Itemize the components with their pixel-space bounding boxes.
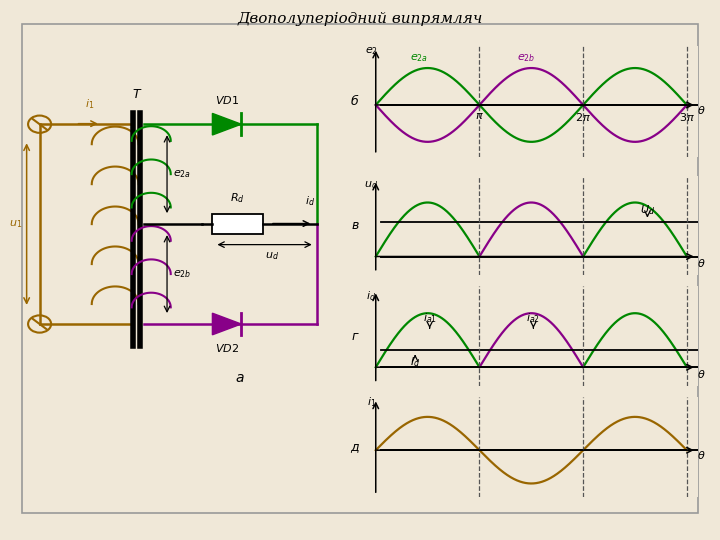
- Text: $2\pi$: $2\pi$: [575, 111, 591, 123]
- Text: $u_d$: $u_d$: [265, 251, 279, 262]
- Text: $e_2$: $e_2$: [365, 45, 378, 57]
- Text: $e_{2b}$: $e_{2b}$: [173, 268, 191, 280]
- Text: Двополуперіодний випрямляч: Двополуперіодний випрямляч: [238, 12, 482, 26]
- Polygon shape: [212, 113, 241, 135]
- Text: $\theta$: $\theta$: [698, 449, 706, 461]
- Text: $a$: $a$: [235, 371, 244, 385]
- Text: $VD1$: $VD1$: [215, 94, 239, 106]
- Text: $U_d$: $U_d$: [640, 204, 655, 217]
- Text: $\theta$: $\theta$: [698, 257, 706, 269]
- Text: $\theta$: $\theta$: [698, 104, 706, 117]
- Text: $e_{2a}$: $e_{2a}$: [173, 168, 191, 180]
- Text: $e_{2a}$: $e_{2a}$: [410, 52, 428, 64]
- Text: $u_d$: $u_d$: [364, 179, 379, 191]
- Text: $i_1$: $i_1$: [86, 97, 94, 111]
- Text: $T$: $T$: [132, 88, 142, 101]
- Text: $3\pi$: $3\pi$: [679, 111, 695, 123]
- Bar: [212, 214, 263, 234]
- Text: $i_{a1}$: $i_{a1}$: [423, 311, 437, 325]
- Text: в: в: [351, 219, 359, 232]
- Text: $e_{2b}$: $e_{2b}$: [517, 52, 535, 64]
- Text: г: г: [351, 329, 359, 343]
- Text: $u_1$: $u_1$: [9, 218, 22, 230]
- Polygon shape: [212, 313, 241, 335]
- Text: $i_{a2}$: $i_{a2}$: [526, 311, 541, 325]
- Text: $R_d$: $R_d$: [230, 191, 245, 205]
- Text: $i_1$: $i_1$: [366, 395, 376, 409]
- Text: $i_d$: $i_d$: [305, 194, 315, 208]
- Text: б: б: [351, 94, 359, 108]
- Text: д: д: [351, 440, 359, 454]
- Text: $i_d$: $i_d$: [366, 289, 377, 303]
- Text: $\pi$: $\pi$: [475, 111, 484, 121]
- Text: $\theta$: $\theta$: [698, 368, 706, 380]
- Text: $I_d$: $I_d$: [410, 355, 420, 369]
- Text: $VD2$: $VD2$: [215, 342, 239, 354]
